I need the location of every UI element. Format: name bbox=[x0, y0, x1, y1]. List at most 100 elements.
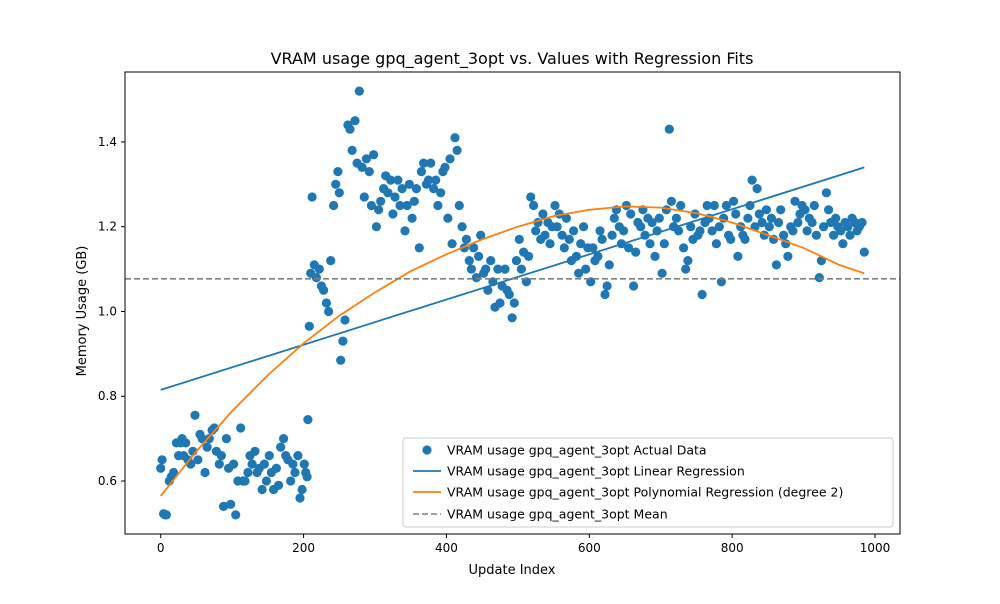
data-point bbox=[454, 200, 464, 211]
data-point bbox=[333, 167, 343, 177]
data-point bbox=[279, 434, 289, 444]
data-point bbox=[659, 239, 669, 249]
data-point bbox=[529, 200, 539, 211]
data-point bbox=[650, 251, 660, 261]
data-point bbox=[707, 226, 717, 236]
data-point bbox=[307, 192, 317, 202]
data-point bbox=[829, 230, 839, 240]
data-point bbox=[511, 256, 521, 266]
data-point bbox=[731, 209, 741, 219]
data-point bbox=[261, 476, 271, 486]
x-axis-label: Update Index bbox=[468, 563, 555, 578]
data-point bbox=[814, 273, 824, 283]
data-point bbox=[845, 230, 855, 240]
data-point bbox=[561, 213, 572, 223]
data-point bbox=[671, 213, 682, 223]
data-point bbox=[764, 222, 774, 232]
data-point bbox=[376, 196, 386, 206]
data-point bbox=[409, 196, 419, 206]
data-point bbox=[395, 200, 405, 211]
polynomial-regression-line bbox=[159, 205, 865, 497]
data-point bbox=[464, 256, 474, 266]
data-point bbox=[276, 442, 286, 452]
data-point bbox=[259, 459, 269, 469]
data-point bbox=[576, 239, 586, 249]
chart-title: VRAM usage gpq_agent_3opt vs. Values wit… bbox=[271, 49, 754, 69]
data-point bbox=[757, 217, 767, 228]
y-tick-label: 1.0 bbox=[98, 304, 117, 318]
data-point bbox=[474, 251, 484, 261]
y-axis-label: Memory Usage (GB) bbox=[75, 246, 90, 377]
data-point bbox=[631, 247, 641, 257]
x-tick-label: 200 bbox=[292, 541, 315, 555]
data-point bbox=[393, 175, 403, 185]
data-point bbox=[193, 455, 203, 465]
legend-box bbox=[402, 437, 894, 528]
data-point bbox=[683, 256, 693, 266]
data-point bbox=[740, 234, 750, 244]
axes: 0 200 400 600 800 1000 0.6 0.8 1.0 1.2 1.4 bbox=[98, 71, 901, 555]
data-point bbox=[821, 188, 832, 198]
data-point bbox=[807, 217, 817, 228]
data-point bbox=[250, 446, 260, 456]
data-point bbox=[626, 209, 636, 219]
data-point bbox=[524, 251, 534, 261]
data-point bbox=[361, 154, 371, 164]
data-point bbox=[766, 213, 777, 223]
data-point bbox=[545, 239, 555, 249]
data-point bbox=[471, 273, 481, 283]
data-point bbox=[824, 205, 834, 215]
data-point bbox=[366, 200, 376, 211]
data-point bbox=[329, 200, 339, 211]
data-point bbox=[793, 217, 803, 228]
data-point bbox=[357, 162, 367, 172]
data-point bbox=[450, 133, 460, 143]
y-tick-label: 1.4 bbox=[98, 135, 117, 149]
data-point bbox=[431, 175, 441, 185]
data-point bbox=[334, 188, 344, 198]
legend-label: VRAM usage gpq_agent_3opt Actual Data bbox=[447, 443, 707, 458]
data-point bbox=[364, 167, 374, 177]
data-point bbox=[516, 264, 527, 274]
data-point bbox=[607, 230, 617, 240]
data-point bbox=[831, 213, 841, 223]
data-point bbox=[302, 472, 312, 482]
legend-label: VRAM usage gpq_agent_3opt Linear Regress… bbox=[447, 464, 745, 479]
data-point bbox=[350, 116, 360, 126]
data-point bbox=[202, 442, 212, 452]
data-point bbox=[369, 150, 379, 160]
data-point bbox=[447, 239, 457, 249]
data-point bbox=[838, 239, 848, 249]
data-point bbox=[702, 200, 712, 211]
data-point bbox=[619, 226, 629, 236]
data-point bbox=[695, 226, 705, 236]
data-point bbox=[721, 200, 732, 211]
data-point bbox=[581, 264, 591, 274]
data-point bbox=[754, 209, 764, 219]
data-point bbox=[621, 200, 632, 211]
data-point bbox=[493, 264, 503, 274]
data-point bbox=[500, 264, 510, 274]
data-point bbox=[604, 260, 614, 270]
data-point bbox=[540, 230, 550, 240]
data-point bbox=[181, 438, 191, 448]
data-point bbox=[299, 459, 309, 469]
data-point bbox=[569, 226, 579, 236]
data-point bbox=[416, 167, 426, 177]
data-point bbox=[229, 459, 239, 469]
data-point bbox=[526, 192, 536, 202]
data-point bbox=[216, 451, 226, 461]
data-point bbox=[595, 226, 605, 236]
data-point bbox=[509, 298, 519, 308]
data-point bbox=[443, 213, 453, 223]
data-point bbox=[331, 179, 341, 189]
data-point bbox=[859, 247, 869, 257]
data-point bbox=[600, 289, 610, 300]
data-point bbox=[221, 434, 231, 444]
data-point bbox=[240, 476, 250, 486]
data-point bbox=[504, 289, 514, 300]
data-point bbox=[552, 222, 562, 232]
plot-inner bbox=[125, 86, 900, 520]
data-point bbox=[209, 423, 219, 433]
